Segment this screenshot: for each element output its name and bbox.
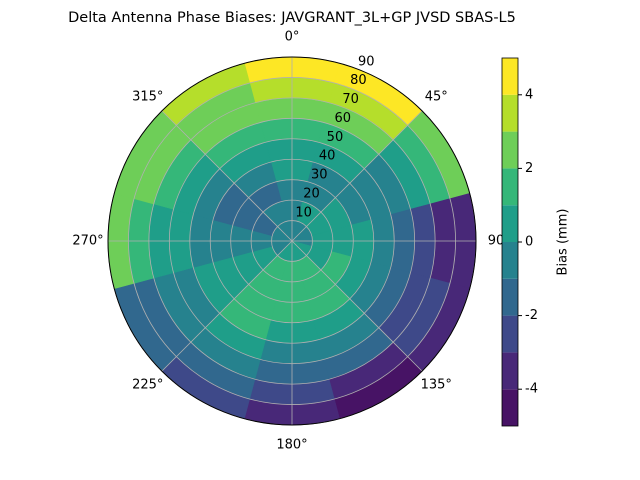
colorbar-band <box>502 131 518 169</box>
r-tick-label: 10 <box>295 205 312 220</box>
colorbar-tick-label: -2 <box>525 308 538 323</box>
colorbar-tick-label: 4 <box>525 87 533 102</box>
r-tick-label: 40 <box>319 149 336 164</box>
grid-spoke <box>161 240 293 372</box>
colorbar-band <box>502 389 518 426</box>
theta-tick-label: 135° <box>421 378 452 393</box>
r-tick-label: 60 <box>334 111 351 126</box>
chart-title: Delta Antenna Phase Biases: JAVGRANT_3L+… <box>68 10 516 26</box>
plot-boundary <box>107 56 477 426</box>
colorbar-tick-label: -4 <box>525 382 538 397</box>
colorbar-label: Bias (mm) <box>556 209 571 276</box>
theta-tick-label: 315° <box>132 89 163 104</box>
colorbar-band <box>502 205 518 242</box>
colorbar-band <box>502 315 518 353</box>
r-tick-label: 80 <box>350 73 367 88</box>
theta-tick-label: 270° <box>72 234 103 249</box>
theta-tick-label: 0° <box>285 30 300 45</box>
colorbar-band <box>502 168 518 206</box>
theta-tick-label: 45° <box>425 89 448 104</box>
colorbar-tick-label: 0 <box>525 235 533 250</box>
colorbar-band <box>502 352 518 390</box>
colorbar-band <box>502 242 518 279</box>
colorbar-tick-label: 2 <box>525 161 533 176</box>
grid-spoke <box>161 110 293 242</box>
colorbar-band <box>502 58 518 95</box>
r-tick-label: 30 <box>311 168 328 183</box>
theta-tick-label: 225° <box>132 378 163 393</box>
r-tick-label: 50 <box>327 130 344 145</box>
colorbar-band <box>502 278 518 316</box>
theta-tick-label: 180° <box>276 438 307 453</box>
r-tick-label: 90 <box>358 54 375 69</box>
r-tick-label: 70 <box>342 92 359 107</box>
grid-spoke <box>291 110 423 242</box>
colorbar-band <box>502 94 518 132</box>
grid-spoke <box>291 240 423 372</box>
r-tick-label: 20 <box>303 186 320 201</box>
theta-tick-label: 90 <box>488 234 505 249</box>
